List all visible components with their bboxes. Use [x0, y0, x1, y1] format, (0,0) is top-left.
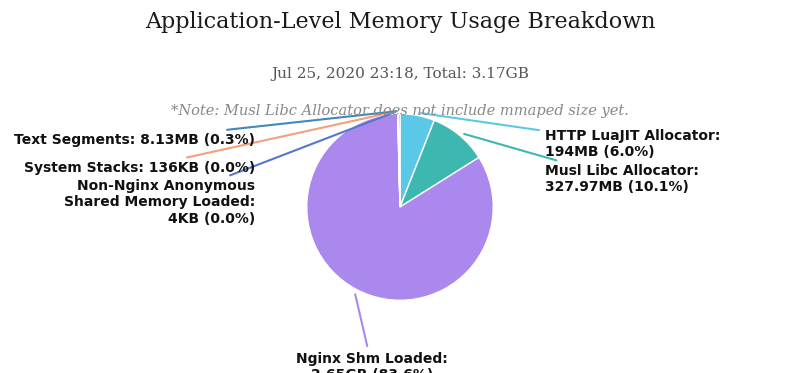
Wedge shape: [398, 114, 400, 207]
Wedge shape: [400, 114, 434, 207]
Wedge shape: [398, 114, 400, 207]
Text: Nginx Shm Loaded:
2.65GB (83.6%): Nginx Shm Loaded: 2.65GB (83.6%): [296, 294, 448, 373]
Wedge shape: [400, 120, 479, 207]
Text: Application-Level Memory Usage Breakdown: Application-Level Memory Usage Breakdown: [145, 11, 655, 33]
Wedge shape: [306, 114, 494, 300]
Text: Musl Libc Allocator:
327.97MB (10.1%): Musl Libc Allocator: 327.97MB (10.1%): [464, 134, 698, 194]
Text: Text Segments: 8.13MB (0.3%): Text Segments: 8.13MB (0.3%): [14, 111, 396, 147]
Text: Jul 25, 2020 23:18, Total: 3.17GB: Jul 25, 2020 23:18, Total: 3.17GB: [271, 67, 529, 81]
Wedge shape: [398, 114, 400, 207]
Text: HTTP LuaJIT Allocator:
194MB (6.0%): HTTP LuaJIT Allocator: 194MB (6.0%): [421, 113, 720, 159]
Text: Non-Nginx Anonymous
Shared Memory Loaded:
4KB (0.0%): Non-Nginx Anonymous Shared Memory Loaded…: [64, 112, 395, 226]
Text: System Stacks: 136KB (0.0%): System Stacks: 136KB (0.0%): [24, 112, 395, 175]
Text: *Note: Musl Libc Allocator does not include mmaped size yet.: *Note: Musl Libc Allocator does not incl…: [171, 104, 629, 119]
